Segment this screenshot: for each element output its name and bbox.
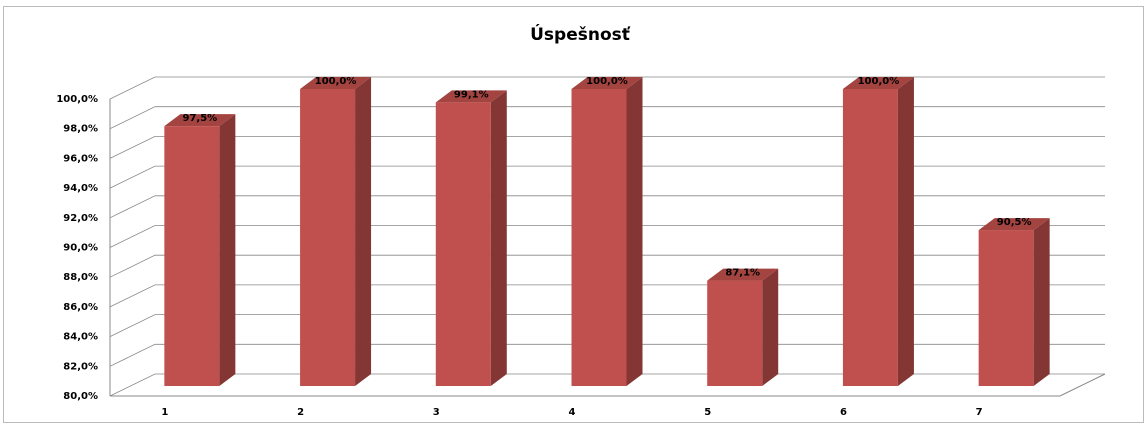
grid-line — [109, 195, 1105, 219]
bar-side — [626, 77, 643, 386]
grid-line — [109, 136, 1105, 159]
bar-top — [842, 77, 914, 89]
value-label: 100,0% — [586, 76, 628, 87]
bar-front — [300, 89, 356, 386]
x-tick-label: 5 — [704, 407, 711, 418]
value-label: 100,0% — [315, 76, 357, 87]
x-tick-label: 1 — [161, 407, 168, 418]
bar-side — [1033, 218, 1050, 386]
bar-top — [707, 268, 779, 281]
bar — [571, 77, 643, 386]
grid-line — [109, 165, 1105, 189]
y-tick-label: 98,0% — [63, 124, 98, 135]
y-tick-label: 84,0% — [63, 332, 98, 343]
y-tick-label: 86,0% — [63, 302, 98, 313]
floor — [110, 373, 1106, 397]
y-tick-label: 94,0% — [63, 183, 98, 194]
y-tick-label: 90,0% — [63, 243, 98, 254]
y-tick-label: 96,0% — [63, 153, 98, 164]
value-label: 99,1% — [454, 89, 489, 100]
grid-line — [109, 225, 1105, 248]
bar-front — [571, 89, 627, 386]
bar-top — [164, 114, 236, 127]
grid-line — [109, 343, 1105, 367]
bar-side — [897, 77, 914, 386]
bar — [164, 114, 236, 386]
bar-side — [490, 90, 507, 387]
grid-line — [109, 284, 1105, 308]
bar-side — [762, 268, 779, 386]
bar-top — [978, 218, 1050, 231]
bar-front — [435, 102, 491, 387]
value-label: 90,5% — [997, 217, 1032, 228]
chart-title: Úspešnosť — [530, 23, 631, 45]
bar — [300, 77, 372, 386]
bar — [435, 90, 507, 387]
grid-line — [109, 314, 1105, 337]
bar-top — [571, 77, 643, 89]
x-tick-label: 6 — [840, 407, 847, 418]
x-tick-label: 4 — [569, 407, 576, 418]
x-tick-label: 3 — [433, 407, 440, 418]
grid-line — [109, 254, 1105, 278]
bar — [842, 77, 914, 386]
bar-top — [300, 77, 372, 89]
value-label: 100,0% — [858, 76, 900, 87]
bar-top — [435, 90, 507, 103]
bar-front — [707, 280, 763, 386]
y-tick-label: 82,0% — [63, 361, 98, 372]
bar-side — [219, 114, 236, 386]
y-tick-label: 88,0% — [63, 272, 98, 283]
y-tick-label: 92,0% — [63, 213, 98, 224]
bar-side — [355, 77, 372, 386]
bar-front — [842, 89, 898, 386]
bar — [978, 218, 1050, 386]
bar-front — [978, 230, 1034, 386]
grid-line — [109, 373, 1105, 397]
y-tick-label: 80,0% — [63, 391, 98, 402]
bar — [707, 268, 779, 386]
value-label: 87,1% — [725, 268, 760, 279]
y-tick-label: 100,0% — [56, 94, 98, 105]
value-label: 97,5% — [183, 113, 218, 124]
bar-front — [164, 126, 220, 386]
x-tick-label: 2 — [297, 407, 304, 418]
x-tick-label: 7 — [976, 407, 983, 418]
grid-line — [109, 106, 1105, 130]
grid-line — [109, 76, 1105, 100]
